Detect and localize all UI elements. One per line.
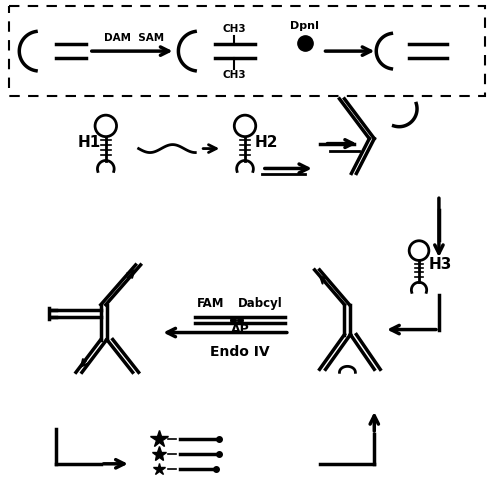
Text: FAM: FAM — [197, 297, 225, 310]
Text: AP: AP — [231, 323, 249, 336]
Text: DpnI: DpnI — [290, 21, 319, 31]
Text: H2: H2 — [255, 135, 279, 150]
Text: H3: H3 — [429, 257, 453, 272]
Text: H1: H1 — [78, 135, 101, 150]
Text: Dabcyl: Dabcyl — [238, 297, 283, 310]
Text: Endo IV: Endo IV — [210, 345, 270, 359]
Bar — [9, 7, 485, 96]
Text: DAM  SAM: DAM SAM — [104, 33, 164, 43]
Text: CH3: CH3 — [222, 24, 246, 34]
Text: CH3: CH3 — [222, 70, 246, 80]
